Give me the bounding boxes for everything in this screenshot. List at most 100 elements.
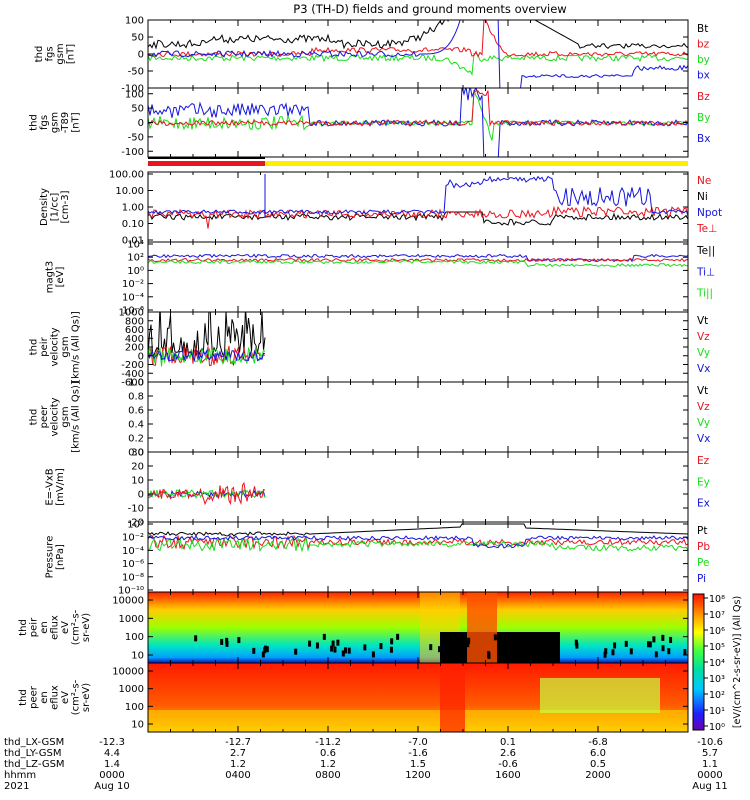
mode-bar-black [148,157,265,159]
x-value: 2.7 [230,748,246,759]
spectrogram-speck [265,646,269,653]
panel-6-frame [147,381,689,453]
legend-entry: Pi [697,573,706,585]
panel-7: 30 20 10 0 -10 -20 E=-VxB [mV/m] Ez Ey Ex [44,448,710,529]
y-tick-label: 0.0 [128,448,144,459]
y-tick-label: 50 [131,104,144,115]
y-axis-label-line: fgs [39,115,50,130]
legend-entry: Ez [697,455,710,467]
y-tick-label: 1000 [119,684,144,695]
spectrogram-speck [515,633,519,640]
x-value: 2000 [585,770,610,781]
spectrogram-speck [661,645,665,652]
y-tick-label: 0.4 [128,420,144,431]
spectrogram-speck [647,641,651,648]
legend-entry: Ey [697,476,710,488]
series-Vx [148,349,266,362]
y-axis-label-line: eflux [50,615,61,640]
y-tick-label: 10⁻² [122,279,144,290]
y-axis-label-line: fgs [44,46,55,61]
series-Pi [148,535,688,549]
spectrogram-speck [341,650,345,657]
y-tick-label: 10⁻² [122,533,144,544]
y-tick-label: -10 [128,504,144,515]
spectrogram-speck [330,645,334,652]
y-tick-label: 10⁻¹⁰ [118,586,144,597]
series-by [148,52,688,77]
y-tick-label: 10000 [112,596,144,607]
y-tick-label: 10 [131,720,144,731]
y-axis-label-line: eV [60,621,71,634]
panel-3-plot [148,174,688,229]
y-tick-label: 0 [138,351,144,362]
y-tick-label: 10⁻⁴ [122,546,144,557]
y-tick-label: 30 [131,448,144,459]
y-tick-label: 10⁻⁶ [122,306,144,317]
spectrogram-speck [467,637,471,644]
series-Ti|| [148,259,688,268]
panel-4-frame [147,241,689,313]
legend-entry: Vx [697,433,710,445]
colorbar-tick-label: 10⁷ [709,610,725,621]
colorbar-scale [692,593,705,731]
panel-1: 100 50 0 -50 -100 thd fgs gsm [nT] Bt bz by bx [34,16,710,95]
y-tick-label: 1000 [119,614,144,625]
y-axis-label-line: magt3 [44,261,55,294]
spectrogram-speck [487,651,491,658]
y-tick-label: 100 [125,632,144,643]
y-tick-label: 10⁻⁸ [122,572,144,583]
y-tick-label: 200 [125,343,144,354]
y-axis-label-line: thd [29,409,40,426]
y-axis-label: magt3 [eV] [44,261,66,294]
x-value: 0.6 [320,748,336,759]
y-tick-label: 600 [125,325,144,336]
spectrogram-speck [379,643,383,650]
y-axis-label-line: thd [29,114,40,131]
y-tick-label: -100 [121,147,144,158]
y-axis-label-line: en [39,691,50,704]
y-axis-label-line: thd [34,46,45,63]
spectrogram-speck [308,640,312,647]
mode-bar-yellow [265,161,688,166]
spectrogram-speck [529,643,533,650]
x-value: -6.8 [588,737,608,748]
series-Pt [148,523,688,537]
x-row-label: hhmm [4,770,36,781]
y-tick-label: 10 [131,651,144,662]
y-axis-label-line: gsm [55,43,66,64]
y-axis-label-line: gsm [50,112,61,133]
y-tick-label: 400 [125,334,144,345]
panel-10: 10000 1000 100 10 thd peer en eflux eV (cm²-s-sr-… [18,662,689,733]
y-tick-label: -50 [128,132,144,143]
spectrogram-speck [523,647,527,654]
x-value: 1200 [405,770,430,781]
y-tick-label: 800 [125,316,144,327]
spectrogram-speck [555,650,559,657]
spectrogram-speck [575,642,579,649]
y-axis-label-line: Density [39,188,50,226]
panel-6: 1.0 0.8 0.6 0.4 0.2 0.0 thd peer velocity gsm [km/… [29,378,711,459]
series-bx [148,20,688,88]
spectrogram-feature [540,678,660,713]
x-value: -7.0 [408,737,428,748]
y-axis-label-line: thd [29,339,40,356]
y-axis-label-line: eflux [50,685,61,710]
spectrogram-speck [611,649,615,656]
y-tick-label: 0 [138,118,144,129]
spectrogram-speck [669,636,673,643]
y-tick-label: 10 [131,476,144,487]
legend-entry: Vz [697,401,710,413]
legend-entry: Pb [697,541,710,553]
legend-entry: Pt [697,525,707,537]
spectrogram-speck [652,636,656,643]
y-tick-label: 0.10 [122,219,144,230]
y-axis-label: thd fgs gsm [nT] [34,43,77,64]
y-axis-label-line: gsm [60,336,71,357]
x-value: 0.1 [500,737,516,748]
y-tick-label: 100.00 [109,170,144,181]
legend-entry: by [697,54,710,66]
y-axis-label-line: peir [29,617,40,637]
spectrogram-speck [396,633,400,640]
legend-entry: Vy [697,347,710,359]
